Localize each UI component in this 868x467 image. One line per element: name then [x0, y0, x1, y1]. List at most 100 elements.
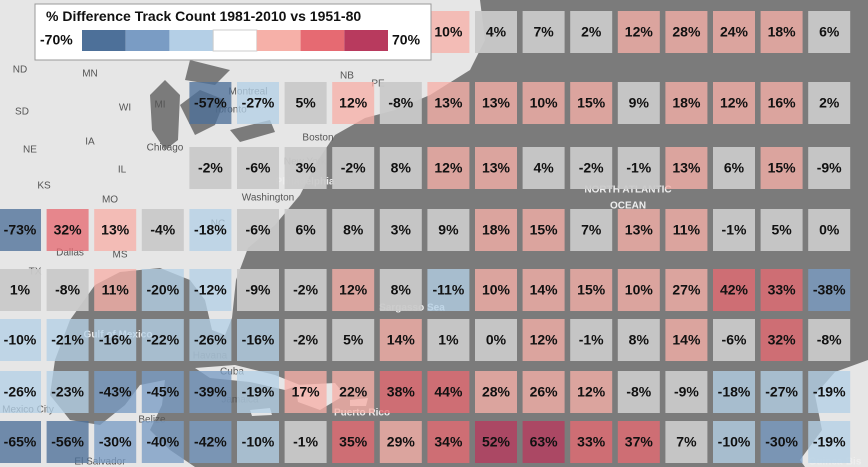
cell [189, 209, 232, 251]
cell [475, 209, 517, 251]
cell-value: -16% [242, 332, 275, 348]
cell [760, 421, 803, 463]
cell-value: -27% [765, 384, 798, 400]
place-label: MI [154, 100, 165, 111]
cell [475, 11, 517, 53]
cell-value: 1% [438, 332, 459, 348]
cell-value: -6% [246, 222, 271, 238]
cell-value: -40% [146, 434, 179, 450]
cell-value: -26% [194, 332, 227, 348]
cell-value: 22% [339, 384, 368, 400]
cell [665, 269, 708, 311]
place-label: NORTH ATLANTIC [584, 185, 671, 196]
cell [141, 209, 184, 251]
cell-value: -6% [722, 332, 747, 348]
cell-value: 6% [819, 24, 840, 40]
cell-value: 8% [391, 282, 412, 298]
cell-value: -30% [99, 434, 132, 450]
place-label: Chicago [147, 143, 184, 154]
cell [570, 11, 613, 53]
cell-value: -26% [4, 384, 37, 400]
cell [237, 269, 279, 311]
cell-value: 10% [530, 95, 559, 111]
legend-swatch [256, 30, 301, 51]
cell [284, 209, 327, 251]
cell-value: 12% [530, 332, 559, 348]
cell-value: -18% [194, 222, 227, 238]
place-label: Boston [302, 133, 333, 144]
cell [760, 82, 803, 124]
cell-value: 13% [482, 160, 511, 176]
cell-value: -1% [722, 222, 747, 238]
place-label: PE [371, 79, 385, 90]
cell [522, 209, 565, 251]
cell [713, 371, 755, 413]
cell-value: 33% [577, 434, 606, 450]
cell-value: 24% [720, 24, 749, 40]
cell-value: -38% [813, 282, 846, 298]
cell-value: 13% [672, 160, 701, 176]
cell [237, 147, 279, 189]
cell [713, 209, 755, 251]
cell [379, 209, 422, 251]
cell-value: -4% [150, 222, 175, 238]
grid: 10% 4% 7% 2% 12% 28% 24% 18% 6% -57% -27% 5% 12% -8% 1… [0, 11, 851, 463]
cell-value: -8% [55, 282, 80, 298]
cell [617, 82, 660, 124]
cell-value: -30% [765, 434, 798, 450]
cell [46, 209, 89, 251]
legend-swatch [344, 30, 388, 51]
cell-value: -8% [626, 384, 651, 400]
cell-value: -23% [51, 384, 84, 400]
cell [760, 319, 803, 361]
cell [570, 269, 613, 311]
place-label: ND [13, 65, 27, 76]
place-label: NB [340, 71, 354, 82]
cell-value: -56% [51, 434, 84, 450]
cell [475, 269, 517, 311]
cell [713, 421, 755, 463]
cell [379, 82, 422, 124]
cell-value: 32% [54, 222, 83, 238]
cell [332, 82, 375, 124]
cell [427, 319, 470, 361]
cell-value: -10% [4, 332, 37, 348]
cell [475, 147, 517, 189]
legend-swatch [82, 30, 126, 51]
cell [570, 421, 613, 463]
cell-value: 0% [486, 332, 507, 348]
cell-value: 14% [387, 332, 416, 348]
cell-value: -2% [579, 160, 604, 176]
cell [475, 319, 517, 361]
place-label: IA [85, 137, 95, 148]
cell-value: 12% [339, 282, 368, 298]
cell [284, 421, 327, 463]
cell-value: 3% [391, 222, 412, 238]
cell-value: 10% [482, 282, 511, 298]
cell-value: -2% [293, 282, 318, 298]
place-label: MS [113, 250, 128, 261]
cell-value: -43% [99, 384, 132, 400]
cell-value: -10% [718, 434, 751, 450]
cell [760, 269, 803, 311]
cell [237, 82, 279, 124]
cell-value: -2% [293, 332, 318, 348]
cell [427, 82, 470, 124]
cell [713, 11, 755, 53]
cell-value: -39% [194, 384, 227, 400]
cell-value: -2% [341, 160, 366, 176]
cell [237, 371, 279, 413]
cell [284, 319, 327, 361]
cell-value: 6% [295, 222, 316, 238]
place-label: Cuba [220, 367, 244, 378]
cell-value: 12% [625, 24, 654, 40]
place-label: NE [23, 145, 37, 156]
cell [141, 319, 184, 361]
cell [94, 421, 137, 463]
cell [760, 147, 803, 189]
place-label: Belize [138, 415, 166, 426]
cell [475, 371, 517, 413]
cell [475, 82, 517, 124]
place-label: MN [82, 69, 98, 80]
